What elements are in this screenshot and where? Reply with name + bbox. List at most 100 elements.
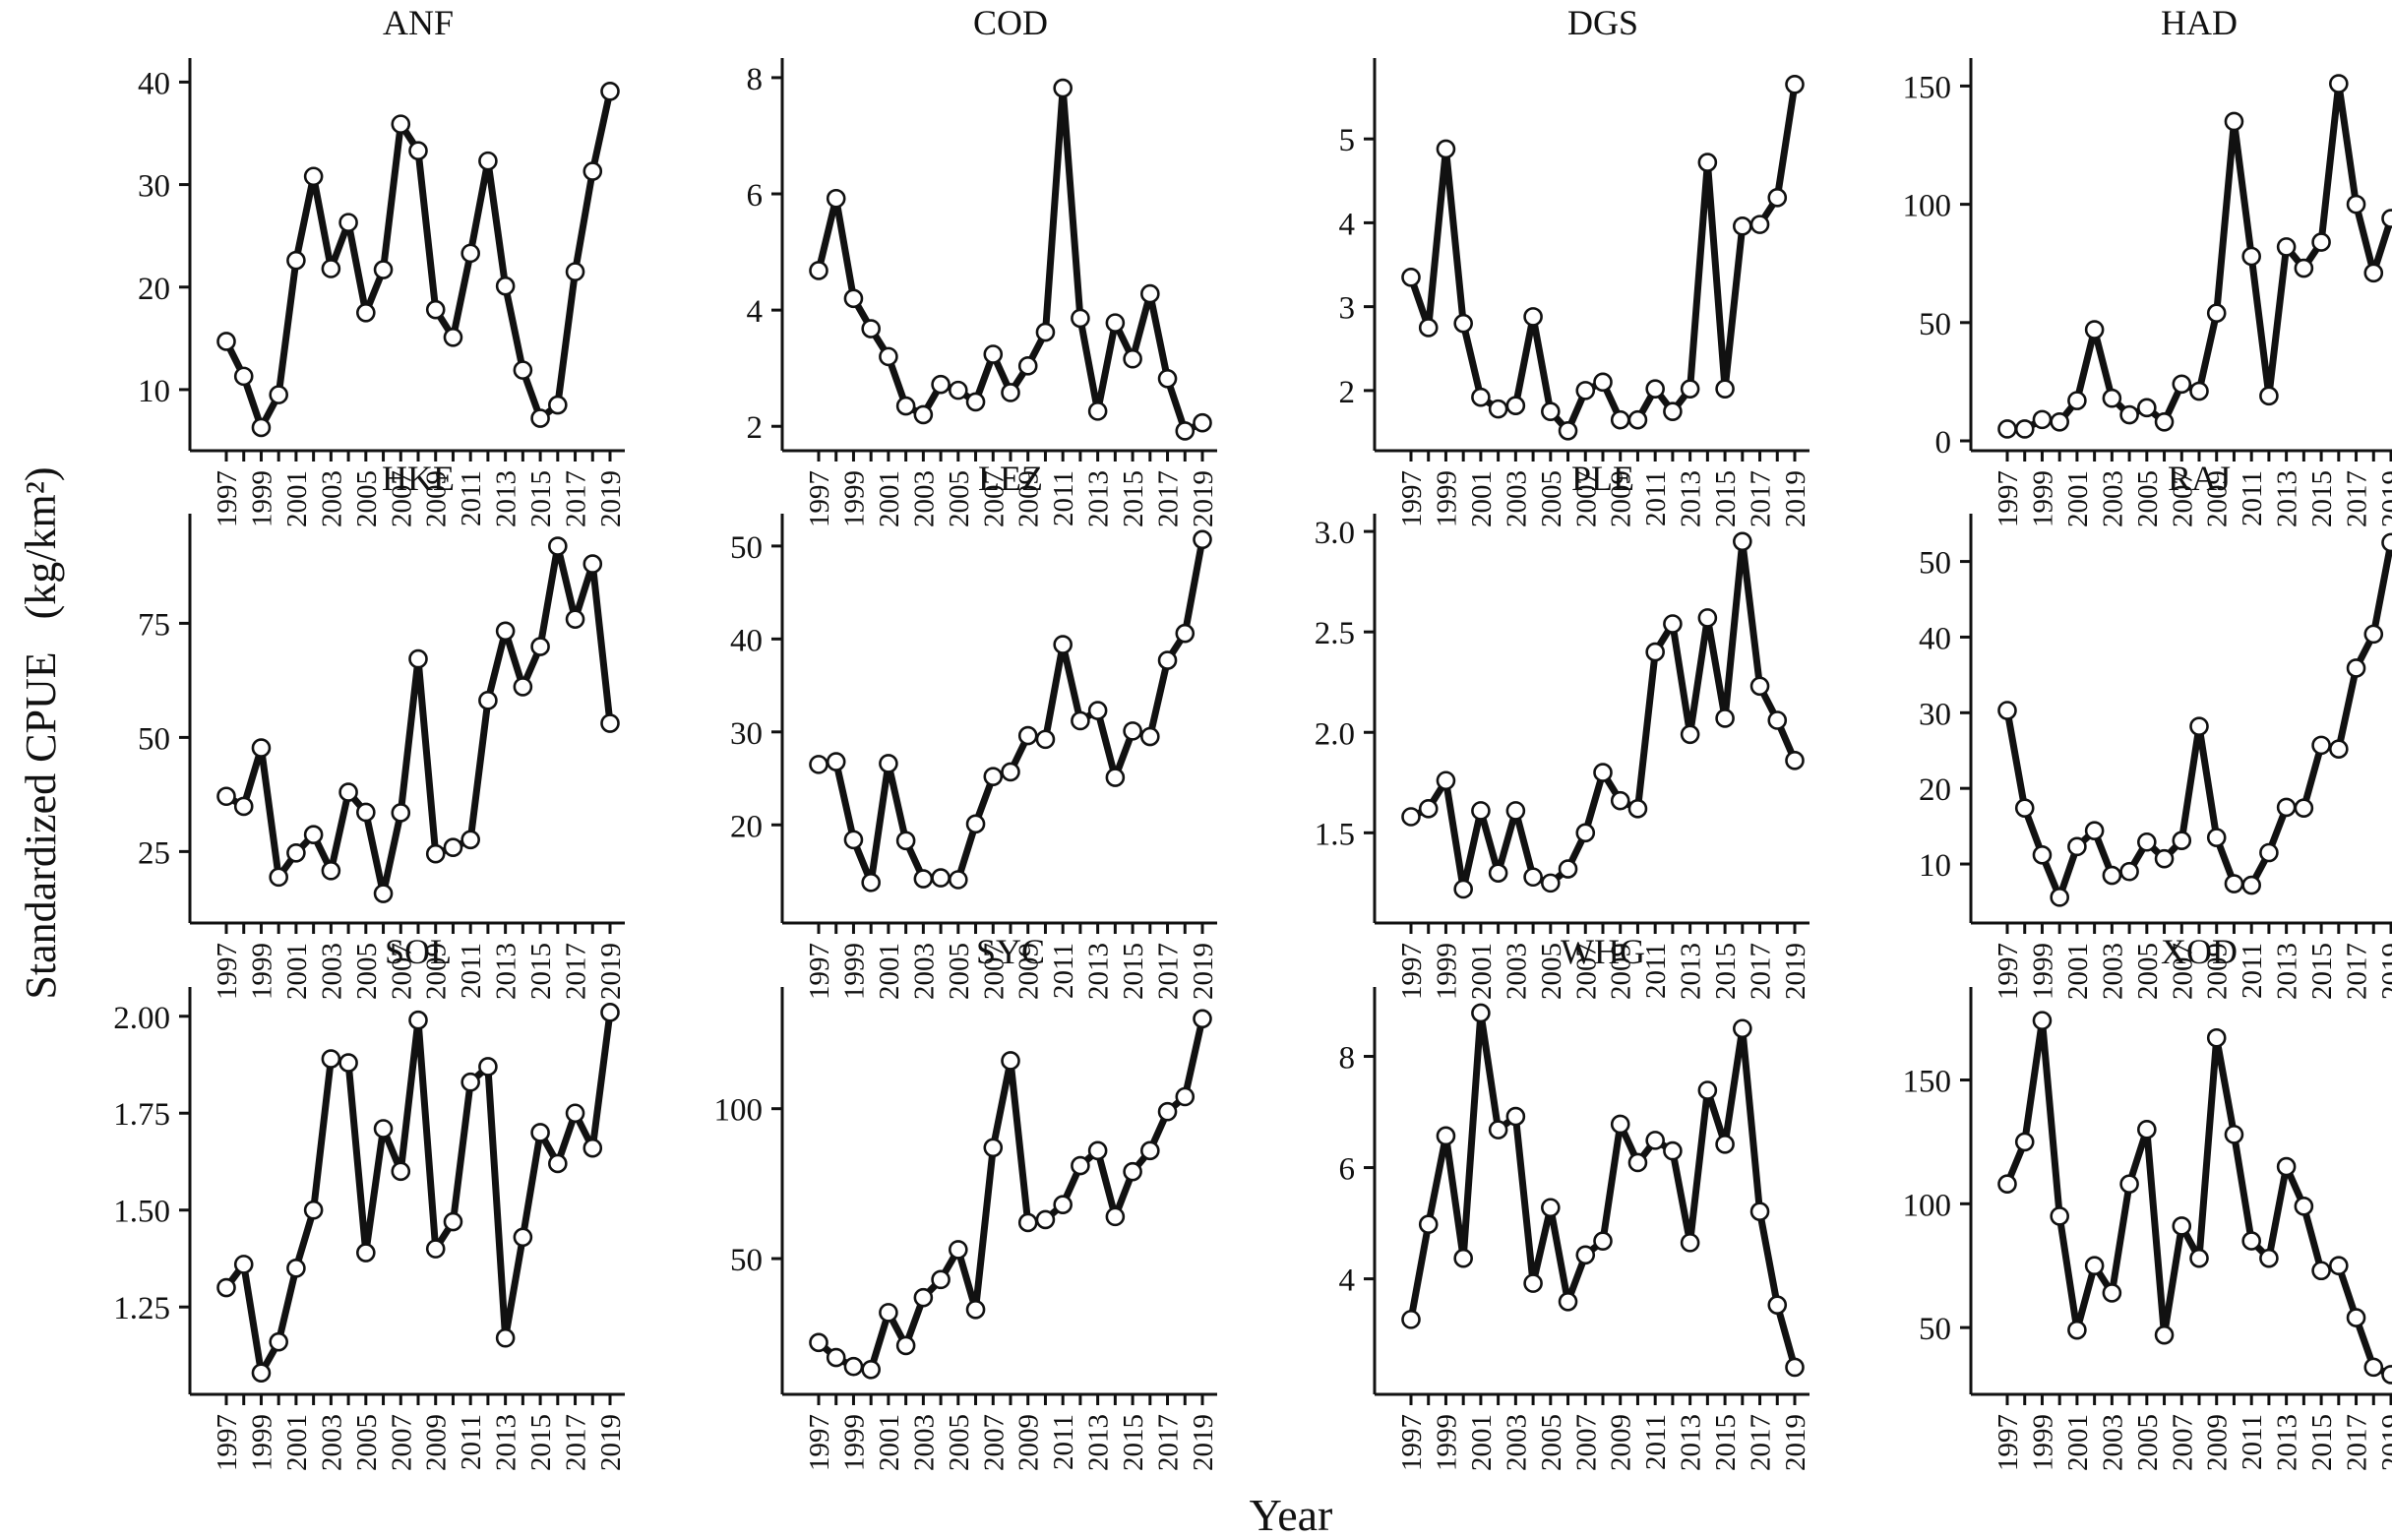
x-tick-label: 2005 — [2132, 1414, 2164, 1471]
data-point-whg-2000 — [1453, 1248, 1473, 1268]
y-tick-label: 0 — [1935, 425, 1952, 461]
x-tick-label: 2005 — [944, 470, 975, 527]
data-point-xod-1999 — [2032, 1011, 2053, 1030]
data-point-cod-2009 — [1017, 356, 1038, 376]
y-tick-label: 50 — [1919, 546, 1951, 582]
x-tick-label: 2011 — [1640, 470, 1672, 526]
data-point-dgs-2011 — [1645, 379, 1665, 399]
data-point-cod-2013 — [1087, 401, 1108, 421]
y-tick-label: 20 — [730, 809, 763, 844]
data-point-ple-2014 — [1697, 608, 1718, 628]
x-tick-label: 2015 — [1118, 943, 1149, 1000]
x-tick-label: 2005 — [2132, 943, 2164, 1000]
x-tick-label: 2015 — [525, 470, 557, 527]
data-point-hke-2014 — [513, 677, 533, 697]
data-point-hke-2002 — [303, 825, 324, 845]
data-point-anf-2017 — [565, 262, 585, 281]
data-point-had-2014 — [2294, 258, 2314, 278]
x-tick-label: 2019 — [1780, 470, 1811, 527]
data-point-lez-2001 — [879, 754, 898, 773]
data-point-had-2005 — [2137, 398, 2157, 418]
data-point-had-2006 — [2154, 411, 2175, 432]
x-tick-label: 2015 — [1118, 470, 1149, 527]
data-point-whg-1998 — [1418, 1214, 1439, 1235]
data-point-syc-2000 — [861, 1359, 881, 1380]
y-tick-label: 30 — [138, 169, 170, 205]
data-point-lez-2011 — [1053, 635, 1073, 654]
y-tick-label: 30 — [730, 716, 763, 752]
data-point-xod-2016 — [2329, 1256, 2349, 1276]
data-point-anf-2006 — [373, 260, 394, 279]
data-point-xod-2007 — [2172, 1216, 2192, 1236]
x-tick-label: 2009 — [421, 1414, 453, 1471]
data-point-xod-1998 — [2014, 1132, 2035, 1152]
data-point-whg-2005 — [1541, 1198, 1561, 1218]
data-point-dgs-2016 — [1733, 216, 1752, 236]
data-point-xod-2013 — [2276, 1156, 2297, 1177]
panel-title-syc: SYC — [976, 932, 1045, 971]
data-point-ple-2017 — [1749, 676, 1770, 697]
data-point-whg-2012 — [1663, 1140, 1683, 1161]
data-point-whg-2004 — [1523, 1273, 1543, 1293]
data-point-anf-2018 — [583, 161, 603, 181]
data-point-xod-2001 — [2067, 1320, 2087, 1340]
y-tick-label: 3.0 — [1315, 516, 1355, 551]
data-point-ple-2008 — [1593, 763, 1613, 782]
data-point-raj-2015 — [2311, 735, 2331, 756]
data-point-ple-2004 — [1523, 867, 1543, 888]
data-point-lez-2015 — [1123, 721, 1142, 741]
x-tick-label: 2001 — [1466, 470, 1498, 527]
data-point-xod-2005 — [2137, 1120, 2157, 1140]
data-point-cod-2016 — [1140, 283, 1160, 304]
data-point-hke-2010 — [443, 837, 463, 857]
x-tick-label: 2011 — [1048, 470, 1079, 526]
data-point-anf-1999 — [251, 417, 272, 438]
data-point-anf-2016 — [548, 395, 568, 415]
data-point-lez-2007 — [983, 767, 1004, 786]
data-point-ple-2018 — [1767, 710, 1788, 730]
x-tick-label: 2007 — [1570, 943, 1602, 1000]
y-tick-label: 150 — [1903, 70, 1952, 105]
data-point-dgs-2015 — [1715, 379, 1735, 399]
data-point-raj-2009 — [2206, 828, 2227, 847]
data-point-anf-2012 — [478, 151, 498, 171]
x-tick-label: 2015 — [1710, 470, 1742, 527]
data-point-anf-2008 — [408, 141, 428, 161]
y-tick-label: 100 — [714, 1093, 764, 1129]
data-point-anf-2003 — [321, 259, 341, 278]
data-point-ple-2003 — [1505, 801, 1526, 821]
x-tick-label: 2003 — [2097, 470, 2128, 527]
data-point-had-2019 — [2381, 209, 2392, 228]
data-point-had-2012 — [2259, 386, 2279, 406]
x-tick-label: 2017 — [561, 470, 592, 527]
data-point-cod-2008 — [1001, 383, 1020, 402]
x-tick-label: 2007 — [386, 1414, 417, 1471]
x-tick-label: 2007 — [978, 943, 1010, 1000]
data-point-cod-2010 — [1035, 322, 1056, 342]
data-point-xod-2006 — [2154, 1324, 2175, 1345]
x-tick-label: 2019 — [595, 470, 627, 527]
data-point-cod-2011 — [1053, 78, 1073, 98]
x-tick-label: 2015 — [2306, 943, 2338, 1000]
data-point-raj-2017 — [2346, 658, 2366, 678]
x-tick-label: 2013 — [1083, 1414, 1115, 1471]
x-tick-label: 2019 — [1188, 470, 1219, 527]
x-tick-label: 2011 — [456, 943, 487, 999]
data-point-dgs-2007 — [1575, 381, 1596, 400]
data-point-whg-2007 — [1575, 1245, 1596, 1265]
data-point-anf-2002 — [303, 166, 324, 187]
x-tick-label: 1997 — [1993, 943, 2024, 1000]
x-tick-label: 2007 — [978, 470, 1010, 527]
x-tick-label: 2015 — [2306, 470, 2338, 527]
data-point-dgs-2006 — [1558, 420, 1578, 441]
x-tick-label: 2013 — [491, 470, 522, 527]
y-tick-label: 5 — [1339, 123, 1356, 158]
data-point-ple-2006 — [1558, 859, 1578, 879]
data-point-raj-2016 — [2329, 739, 2349, 760]
x-tick-label: 1997 — [1396, 1414, 1428, 1471]
y-tick-label: 2 — [1339, 375, 1356, 410]
x-tick-label: 2013 — [2272, 1414, 2303, 1471]
data-point-anf-1998 — [233, 366, 254, 387]
data-point-cod-2001 — [879, 346, 898, 367]
